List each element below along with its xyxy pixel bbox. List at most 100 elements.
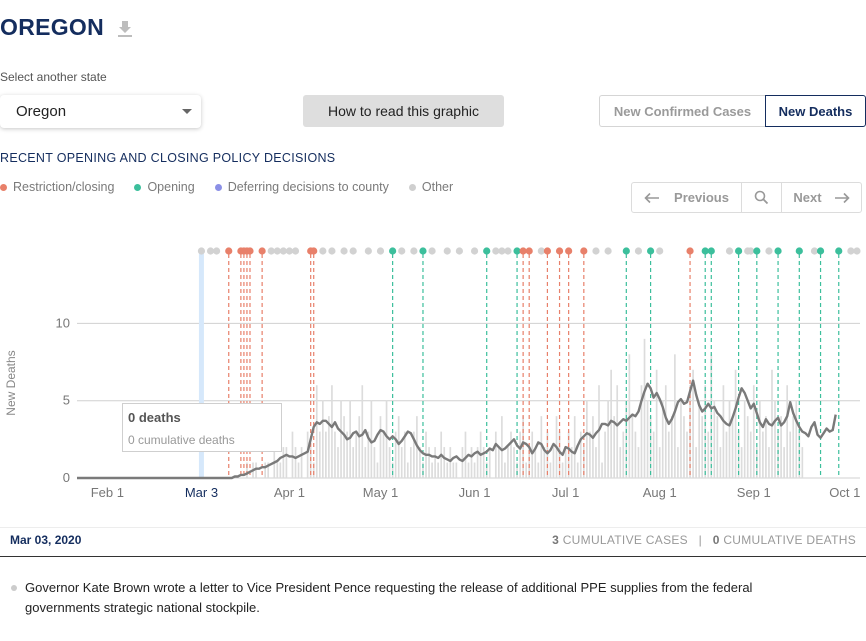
daily-bar: [667, 431, 670, 478]
policy-event-dot: [519, 247, 527, 255]
policy-event-dot: [847, 247, 855, 255]
search-button[interactable]: [742, 183, 782, 212]
daily-bar: [543, 447, 546, 478]
daily-bar: [406, 462, 409, 478]
daily-bar: [397, 416, 400, 478]
policy-legend: Restriction/closing Opening Deferring de…: [0, 180, 473, 194]
daily-bar: [698, 400, 700, 478]
daily-bar: [649, 416, 652, 478]
policy-event-dot: [498, 247, 506, 255]
policy-event-dot: [592, 247, 600, 255]
daily-bar: [777, 431, 779, 478]
daily-bar: [695, 447, 697, 478]
y-tick-label: 10: [56, 315, 70, 330]
metric-toggle: New Confirmed Cases New Deaths: [599, 95, 866, 127]
daily-bar: [361, 385, 364, 478]
page-title: OREGON: [0, 14, 105, 40]
daily-bar: [567, 431, 570, 478]
daily-bar: [431, 462, 433, 478]
daily-bar: [355, 431, 358, 478]
daily-bar: [337, 447, 339, 478]
legend-label: Opening: [147, 180, 195, 194]
daily-bar: [731, 416, 734, 478]
policy-event-dot: [428, 247, 436, 255]
policy-event-dot: [747, 247, 755, 255]
legend-item-opening: Opening: [134, 180, 195, 194]
tooltip-deaths: 0 deaths: [128, 410, 181, 425]
policy-event-dot: [206, 247, 215, 255]
daily-bar: [513, 447, 515, 478]
x-tick-label: Mar 3: [185, 485, 218, 500]
x-tick-label: May 1: [363, 485, 398, 500]
daily-bar: [434, 447, 436, 478]
policy-event-dot: [328, 247, 336, 255]
policy-event-dot: [364, 247, 372, 255]
daily-bar: [276, 462, 279, 478]
daily-bar: [476, 447, 479, 478]
policy-event-dot: [273, 247, 281, 255]
policy-event-dot: [513, 247, 521, 255]
daily-bar: [291, 431, 294, 478]
cumulative-cases-value: 3: [552, 533, 560, 547]
policy-event-dot: [853, 247, 861, 255]
daily-bar: [546, 431, 549, 478]
daily-bar: [719, 447, 722, 478]
daily-bar: [728, 400, 731, 478]
policy-event-dot: [376, 247, 385, 255]
daily-bar: [780, 416, 782, 478]
daily-bar: [734, 369, 737, 478]
daily-bar: [528, 447, 531, 478]
new-deaths-tab[interactable]: New Deaths: [765, 95, 866, 127]
new-deaths-chart[interactable]: New Deaths 0 5 10 Feb 1 Mar 3 Apr 1 May 1 Jun 1 J…: [0, 236, 866, 506]
daily-bar: [759, 400, 761, 478]
daily-bar: [373, 447, 376, 478]
daily-bar: [686, 431, 688, 478]
download-icon[interactable]: [116, 18, 134, 38]
y-axis-label: New Deaths: [4, 350, 18, 415]
daily-bar: [692, 369, 694, 478]
daily-bar: [613, 416, 616, 478]
daily-bar: [428, 447, 430, 478]
policy-event-dot: [258, 247, 266, 255]
daily-bar: [552, 447, 555, 478]
daily-bar: [328, 416, 330, 478]
daily-bar: [707, 431, 710, 478]
cumulative-stats: 3 CUMULATIVE CASES | 0 CUMULATIVE DEATHS: [552, 533, 856, 547]
legend-item-deferring: Deferring decisions to county: [214, 180, 389, 194]
stats-separator: |: [698, 533, 703, 547]
policy-event-dot: [310, 247, 318, 255]
policy-event-dot: [701, 247, 709, 255]
daily-bar: [321, 400, 324, 478]
policy-event-dot: [525, 247, 533, 255]
daily-bar: [786, 385, 788, 478]
daily-bar: [522, 416, 524, 478]
next-label: Next: [793, 190, 822, 205]
daily-bar: [455, 462, 458, 478]
daily-bar: [498, 447, 500, 478]
policy-note-text: Governor Kate Brown wrote a letter to Vi…: [25, 580, 753, 615]
daily-bar: [661, 400, 664, 478]
daily-bar: [334, 431, 336, 478]
previous-button[interactable]: Previous: [632, 183, 742, 212]
daily-bar: [467, 462, 470, 478]
arrow-right-icon: [834, 192, 850, 203]
new-confirmed-cases-tab[interactable]: New Confirmed Cases: [599, 95, 765, 127]
selected-date-band: [198, 250, 204, 478]
state-select[interactable]: Oregon: [0, 95, 201, 128]
daily-bar: [540, 416, 543, 478]
policy-event-dot: [443, 247, 451, 255]
daily-bar: [315, 385, 318, 478]
daily-bar: [343, 416, 345, 478]
daily-bar: [358, 416, 361, 478]
policy-event-dot: [225, 247, 233, 255]
daily-bar: [461, 447, 464, 478]
daily-bar: [400, 447, 403, 478]
daily-bar: [510, 431, 512, 478]
daily-bar: [795, 400, 798, 478]
daily-bar: [255, 462, 257, 478]
next-button[interactable]: Next: [782, 183, 861, 212]
daily-bar: [783, 447, 785, 478]
how-to-read-button[interactable]: How to read this graphic: [303, 95, 504, 127]
daily-bar: [470, 447, 473, 478]
x-tick-label: Aug 1: [643, 485, 677, 500]
